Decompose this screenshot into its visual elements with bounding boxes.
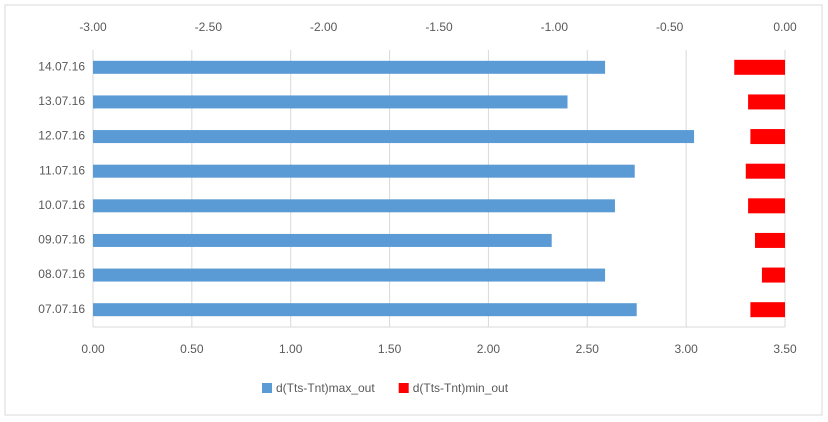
bar	[755, 232, 785, 248]
y-tick-label: 10.07.16	[38, 198, 85, 212]
bar	[93, 164, 635, 178]
x-tick-label: 0.50	[180, 342, 204, 356]
legend-label: d(Tts-Tnt)max_out	[276, 381, 375, 395]
y-tick-label: 09.07.16	[38, 233, 85, 247]
x-tick-label: 2.50	[576, 342, 600, 356]
bar	[93, 130, 695, 144]
y-tick-label: 12.07.16	[38, 129, 85, 143]
y-tick-label: 11.07.16	[39, 163, 85, 177]
bar	[761, 267, 785, 283]
x2-tick-label: -1.00	[541, 20, 569, 34]
x-tick-label: 1.00	[279, 342, 303, 356]
x-tick-label: 3.00	[674, 342, 698, 356]
y-tick-label: 13.07.16	[38, 94, 85, 108]
legend-swatch	[262, 383, 272, 393]
x-tick-label: 1.50	[378, 342, 402, 356]
y-tick-label: 14.07.16	[38, 59, 85, 73]
x2-tick-label: -0.50	[656, 20, 684, 34]
bar	[93, 199, 615, 213]
legend-swatch	[398, 383, 409, 393]
x-tick-label: 3.50	[773, 342, 797, 356]
bar	[750, 129, 785, 145]
bar	[745, 163, 785, 179]
bar	[93, 268, 606, 282]
bar	[748, 198, 785, 214]
bar	[750, 302, 785, 318]
y-tick-label: 08.07.16	[38, 267, 85, 281]
bar	[93, 303, 637, 317]
legend-label: d(Tts-Tnt)min_out	[413, 381, 509, 395]
x2-tick-label: 0.00	[773, 20, 797, 34]
y-tick-label: 07.07.16	[38, 302, 85, 316]
bar	[93, 233, 552, 247]
x2-tick-label: -1.50	[425, 20, 453, 34]
bar	[93, 95, 568, 109]
bar	[734, 59, 785, 75]
bar	[93, 60, 606, 74]
bar	[748, 94, 785, 110]
x2-tick-label: -2.00	[310, 20, 338, 34]
x-tick-label: 2.00	[477, 342, 501, 356]
x2-tick-label: -3.00	[79, 20, 107, 34]
x-tick-label: 0.00	[81, 342, 105, 356]
x2-tick-label: -2.50	[195, 20, 223, 34]
